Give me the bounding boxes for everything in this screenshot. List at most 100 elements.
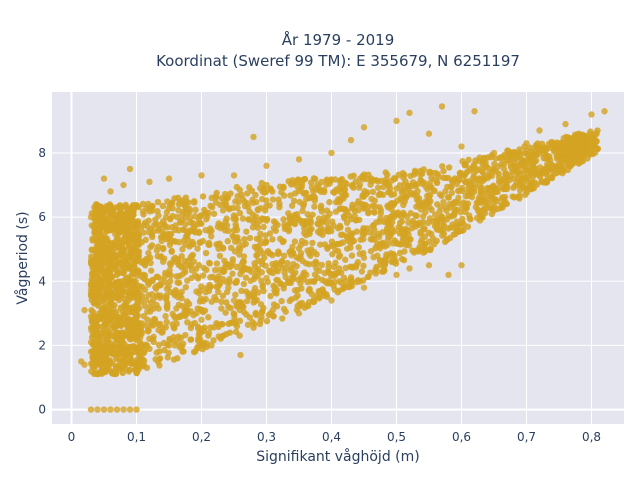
data-point bbox=[150, 322, 157, 329]
data-point bbox=[141, 346, 149, 353]
data-point bbox=[354, 276, 362, 284]
data-point bbox=[503, 185, 511, 193]
data-point bbox=[192, 271, 199, 279]
data-point bbox=[562, 162, 569, 169]
data-point bbox=[247, 293, 254, 300]
data-point bbox=[501, 200, 508, 207]
data-point bbox=[360, 124, 368, 131]
data-point bbox=[370, 253, 377, 261]
data-point bbox=[481, 194, 489, 202]
data-point bbox=[287, 181, 295, 188]
data-point bbox=[258, 215, 266, 222]
data-point bbox=[100, 406, 108, 413]
data-point bbox=[175, 207, 182, 214]
data-point bbox=[162, 324, 169, 331]
data-point bbox=[288, 202, 296, 209]
x-axis-ticks: 0 0,1 0,2 0,3 0,4 0,5 0,6 0,7 0,8 bbox=[68, 430, 601, 444]
data-point bbox=[123, 304, 131, 311]
data-point bbox=[145, 217, 152, 224]
data-point bbox=[490, 165, 497, 173]
data-point bbox=[304, 278, 311, 286]
data-point bbox=[485, 185, 492, 192]
data-point bbox=[213, 241, 220, 248]
data-point bbox=[445, 194, 452, 201]
data-point bbox=[215, 333, 222, 340]
data-point bbox=[113, 406, 121, 413]
data-point bbox=[593, 138, 600, 145]
data-point bbox=[212, 194, 220, 201]
data-point bbox=[263, 162, 270, 169]
data-point bbox=[129, 265, 136, 272]
data-point bbox=[229, 259, 236, 266]
data-point bbox=[202, 295, 209, 303]
data-point bbox=[278, 297, 285, 305]
data-point bbox=[182, 312, 189, 320]
data-point bbox=[291, 238, 299, 245]
data-point bbox=[123, 281, 131, 288]
data-point bbox=[308, 184, 316, 191]
data-point bbox=[116, 202, 124, 209]
x-tick-label: 0,1 bbox=[127, 430, 146, 444]
data-point bbox=[412, 247, 420, 254]
data-point bbox=[270, 313, 277, 320]
data-point bbox=[448, 183, 455, 191]
data-point bbox=[391, 200, 398, 207]
data-point bbox=[274, 277, 282, 284]
data-point bbox=[527, 144, 534, 151]
data-point bbox=[306, 226, 313, 233]
data-point bbox=[152, 216, 159, 223]
data-point bbox=[289, 243, 296, 251]
data-point bbox=[87, 286, 95, 294]
data-point bbox=[297, 250, 305, 257]
data-point bbox=[295, 310, 303, 317]
data-point bbox=[282, 223, 290, 230]
data-point bbox=[487, 205, 495, 212]
data-point bbox=[157, 292, 164, 299]
data-point bbox=[103, 293, 111, 301]
data-point bbox=[239, 258, 247, 266]
data-point bbox=[221, 267, 228, 275]
data-point bbox=[343, 180, 350, 188]
data-point bbox=[360, 262, 367, 270]
data-point bbox=[416, 219, 423, 226]
data-point bbox=[548, 166, 555, 173]
data-point bbox=[227, 190, 234, 197]
data-point bbox=[455, 194, 462, 201]
data-point bbox=[295, 156, 303, 163]
data-point bbox=[582, 148, 589, 155]
data-point bbox=[360, 284, 368, 291]
data-point bbox=[186, 262, 193, 270]
chart-title-line1: År 1979 - 2019 bbox=[282, 30, 395, 49]
data-point bbox=[412, 169, 419, 176]
data-point bbox=[210, 337, 217, 344]
data-point bbox=[113, 339, 121, 347]
data-point bbox=[140, 229, 147, 236]
data-point bbox=[87, 281, 95, 288]
data-point bbox=[218, 305, 225, 312]
data-point bbox=[396, 219, 404, 227]
data-point bbox=[464, 200, 472, 207]
data-point bbox=[335, 253, 343, 261]
data-point bbox=[507, 156, 515, 164]
data-point bbox=[203, 266, 210, 274]
data-point bbox=[562, 150, 569, 157]
data-point bbox=[270, 224, 278, 232]
data-point bbox=[567, 161, 574, 168]
data-point bbox=[108, 212, 115, 220]
data-point bbox=[291, 220, 299, 228]
data-point bbox=[316, 293, 323, 301]
data-point bbox=[199, 272, 207, 279]
data-point bbox=[134, 238, 141, 245]
data-point bbox=[471, 184, 478, 192]
data-point bbox=[120, 270, 127, 277]
data-point bbox=[169, 212, 176, 220]
data-point bbox=[420, 166, 427, 173]
data-point bbox=[315, 221, 322, 228]
data-point bbox=[300, 200, 308, 208]
data-point bbox=[316, 267, 323, 275]
data-point bbox=[182, 308, 190, 315]
data-point bbox=[81, 306, 88, 314]
data-point bbox=[383, 225, 391, 232]
data-point bbox=[477, 186, 484, 194]
data-point bbox=[195, 216, 203, 223]
